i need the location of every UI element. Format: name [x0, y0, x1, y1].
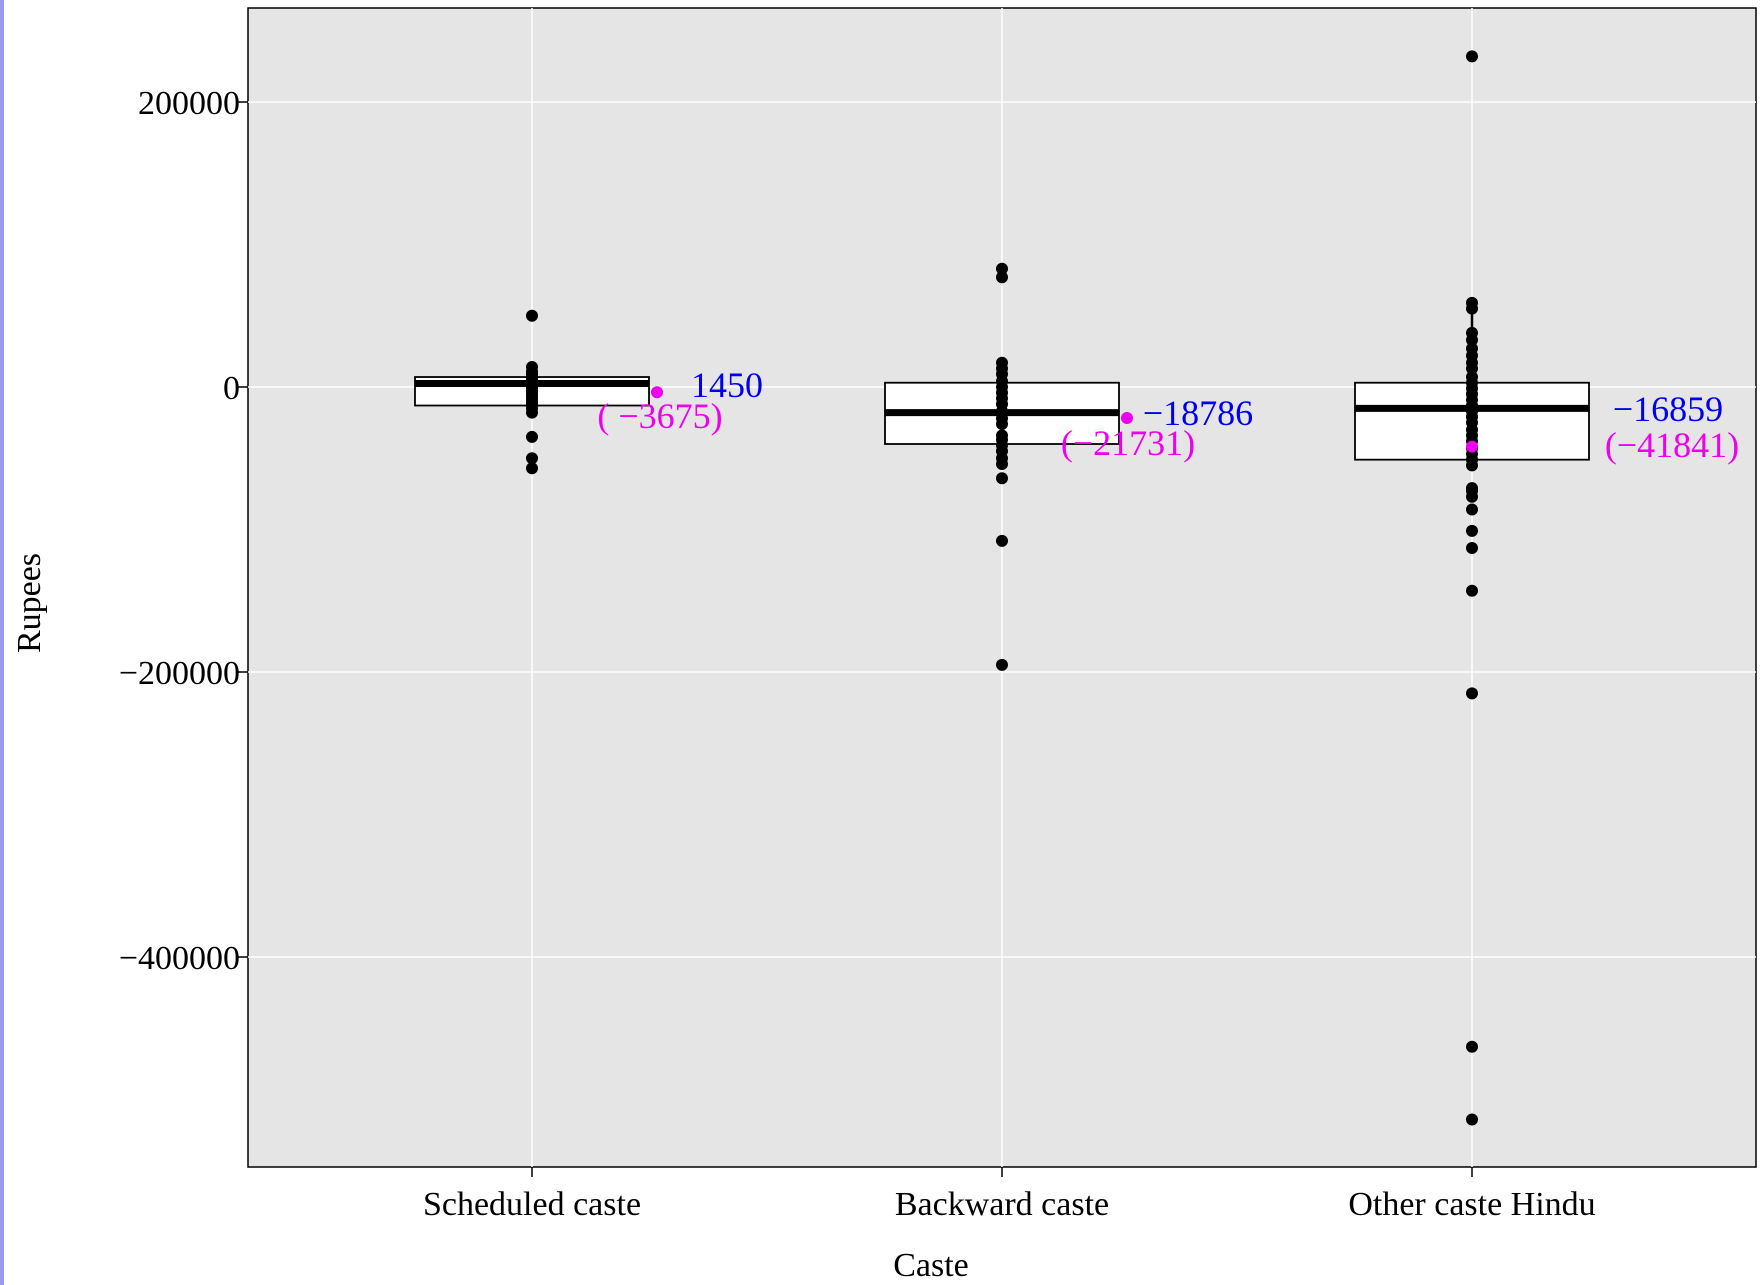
- y-tick-label: 0: [223, 370, 240, 407]
- data-point: [1466, 490, 1478, 503]
- y-tick-label: −400000: [119, 940, 240, 977]
- data-point: [1466, 459, 1478, 472]
- data-point: [526, 452, 538, 465]
- data-point: [996, 271, 1008, 284]
- median-value-label: 1450: [691, 365, 763, 405]
- data-point: [996, 418, 1008, 431]
- data-point: [1466, 542, 1478, 555]
- median-value-label: −16859: [1613, 389, 1723, 429]
- data-point: [996, 457, 1008, 470]
- box-group: [1354, 50, 1590, 1126]
- data-point: [1466, 687, 1478, 700]
- mean-value-label: (−41841): [1605, 425, 1739, 465]
- data-point: [996, 262, 1008, 275]
- data-point: [1466, 302, 1478, 315]
- x-axis-title: Caste: [893, 1247, 969, 1284]
- x-tick-label: Scheduled caste: [423, 1186, 641, 1223]
- mean-value-label: ( −3675): [597, 396, 722, 436]
- data-point: [996, 472, 1008, 485]
- data-point: [526, 430, 538, 443]
- box-group: [414, 309, 663, 475]
- data-point: [996, 658, 1008, 671]
- box-group: [884, 262, 1133, 671]
- y-axis-title: Rupees: [11, 553, 48, 653]
- data-point: [1466, 333, 1478, 346]
- y-tick-label: 200000: [138, 85, 240, 122]
- mean-marker: [1466, 440, 1478, 453]
- data-point: [526, 462, 538, 475]
- y-tick-label: −200000: [119, 655, 240, 692]
- boxes-layer: 1450( −3675) −18786(−21731) −16859(−41841): [414, 50, 1739, 1126]
- data-point: [1466, 503, 1478, 516]
- data-point: [1466, 584, 1478, 597]
- mean-marker: [651, 386, 663, 399]
- mean-marker: [1121, 411, 1133, 424]
- x-tick-label: Other caste Hindu: [1348, 1186, 1595, 1223]
- data-point: [1466, 524, 1478, 537]
- data-point: [526, 406, 538, 419]
- x-axis: Scheduled caste Backward caste Other caste…: [423, 1167, 1596, 1223]
- data-point: [996, 534, 1008, 547]
- mean-value-label: (−21731): [1061, 423, 1195, 463]
- left-window-edge: [0, 0, 4, 1285]
- data-point: [1466, 1113, 1478, 1126]
- data-point: [1466, 362, 1478, 375]
- data-point: [1466, 50, 1478, 63]
- median-value-label: −18786: [1143, 393, 1253, 433]
- x-tick-label: Backward caste: [895, 1186, 1109, 1223]
- data-point: [526, 309, 538, 322]
- y-axis: 200000 0 −200000 −400000: [119, 85, 248, 977]
- data-point: [1466, 1040, 1478, 1053]
